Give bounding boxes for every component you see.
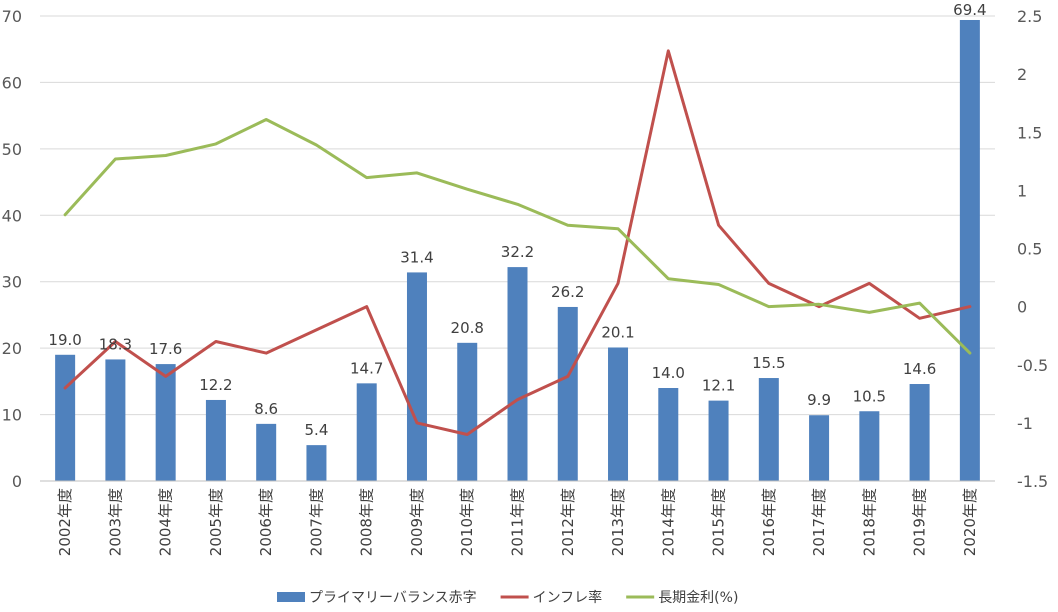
y-right-tick-label: 2.5 [1017, 7, 1042, 26]
data-label: 26.2 [551, 283, 584, 301]
data-label: 18.3 [99, 335, 132, 353]
x-tick-label: 2002年度 [56, 488, 74, 556]
data-label: 9.9 [807, 391, 831, 409]
bar [959, 19, 980, 481]
data-labels: 19.0 18.3 17.6 12.2 8.6 5.4 14.7 31.4 20.8 32.2 26… [48, 1, 986, 439]
legend-swatch [277, 592, 305, 602]
bar [658, 388, 679, 481]
y-right-tick-label: -1 [1017, 414, 1033, 433]
x-tick-label: 2020年度 [961, 488, 979, 556]
bar [909, 384, 930, 481]
x-axis: 2002年度 2003年度 2004年度 2005年度 2006年度 2007年度 2008… [40, 480, 995, 556]
y-left-tick-label: 60 [2, 73, 22, 92]
bar [859, 411, 880, 481]
x-tick-label: 2019年度 [911, 488, 929, 556]
series-line [63, 49, 972, 436]
y-right-tick-label: -0.5 [1017, 356, 1048, 375]
x-tick-label: 2003年度 [106, 488, 124, 556]
bar [205, 399, 226, 481]
y-left-tick-label: 50 [2, 140, 22, 159]
x-tick-label: 2012年度 [559, 488, 577, 556]
data-label: 31.4 [400, 248, 433, 266]
legend: プライマリーバランス赤字 インフレ率 長期金利(%) [277, 589, 738, 606]
bar [507, 267, 528, 481]
y-right-tick-label: 0.5 [1017, 240, 1042, 259]
x-tick-label: 2005年度 [207, 488, 225, 556]
y-left-tick-label: 70 [2, 7, 22, 26]
x-tick-label: 2008年度 [358, 488, 376, 556]
data-label: 5.4 [305, 421, 329, 439]
line-series [63, 49, 972, 436]
y-left-tick-label: 0 [12, 472, 22, 491]
data-label: 10.5 [853, 387, 886, 405]
data-label: 8.6 [254, 400, 278, 418]
data-label: 14.6 [903, 360, 936, 378]
y-left-tick-label: 40 [2, 206, 22, 225]
data-label: 32.2 [501, 243, 534, 261]
y-right-tick-label: -1.5 [1017, 472, 1048, 491]
bar [608, 347, 629, 481]
bar [155, 364, 176, 481]
y-right-tick-label: 1.5 [1017, 123, 1042, 142]
y-right-tick-label: 1 [1017, 181, 1027, 200]
bar [557, 306, 578, 481]
bar [809, 415, 830, 481]
legend-label: プライマリーバランス赤字 [309, 590, 477, 606]
y-left-tick-label: 20 [2, 339, 22, 358]
data-label: 14.7 [350, 359, 383, 377]
x-tick-label: 2014年度 [659, 488, 677, 556]
data-label: 20.8 [451, 319, 484, 337]
x-tick-label: 2011年度 [509, 488, 527, 556]
y-left-tick-label: 10 [2, 406, 22, 425]
legend-label: 長期金利(%) [658, 590, 738, 606]
data-label: 69.4 [953, 1, 986, 19]
series-line [63, 118, 972, 355]
data-label: 12.2 [199, 376, 232, 394]
bar-series [55, 19, 980, 481]
data-label: 19.0 [48, 331, 81, 349]
x-tick-label: 2017年度 [810, 488, 828, 556]
bar [306, 445, 327, 481]
data-label: 12.1 [702, 377, 735, 395]
data-label: 14.0 [652, 364, 685, 382]
bar [457, 342, 478, 481]
x-tick-label: 2018年度 [860, 488, 878, 556]
bar [406, 272, 427, 481]
x-tick-label: 2015年度 [710, 488, 728, 556]
x-tick-label: 2006年度 [257, 488, 275, 556]
y-right-tick-label: 0 [1017, 298, 1027, 317]
data-label: 15.5 [752, 354, 785, 372]
y-right-tick-label: 2 [1017, 65, 1027, 84]
x-tick-label: 2016年度 [760, 488, 778, 556]
legend-label: インフレ率 [533, 589, 603, 606]
x-tick-label: 2009年度 [408, 488, 426, 556]
y-axis-right: -1.5 -1 -0.5 0 0.5 1 1.5 2 2.5 [1017, 7, 1048, 491]
x-tick-label: 2007年度 [307, 488, 325, 556]
bar [708, 400, 729, 481]
data-label: 20.1 [601, 323, 634, 341]
x-tick-label: 2010年度 [458, 488, 476, 556]
bar [55, 354, 76, 481]
bar [758, 378, 779, 481]
bar [356, 383, 377, 481]
x-tick-label: 2013年度 [609, 488, 627, 556]
bar [256, 423, 277, 481]
y-axis-left: 0 10 20 30 40 50 60 70 [2, 7, 22, 491]
bar [105, 359, 126, 481]
data-label: 17.6 [149, 340, 182, 358]
x-tick-label: 2004年度 [157, 488, 175, 556]
y-left-tick-label: 30 [2, 273, 22, 292]
